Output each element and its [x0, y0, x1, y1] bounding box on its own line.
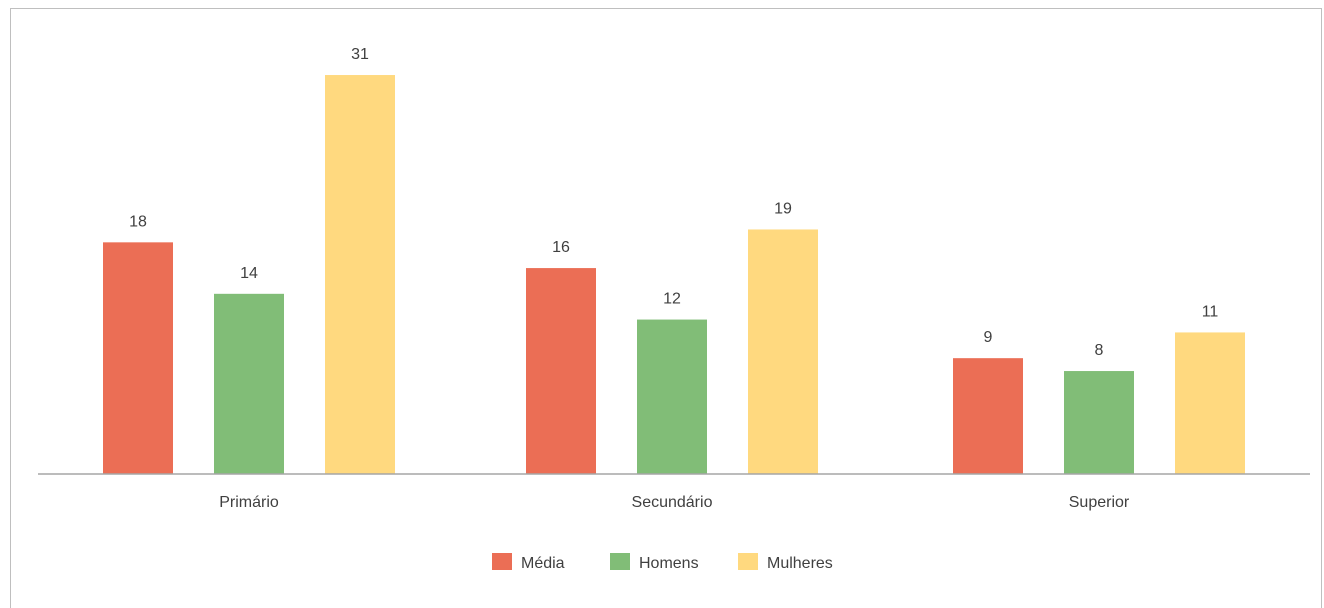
- legend-label-media: Média: [521, 555, 565, 572]
- bar-primario-homens: [214, 293, 284, 474]
- bar-secundario-homens: [637, 319, 707, 474]
- value-labels-layer: 18 14 31 16 12 19 9 8 11: [129, 46, 1218, 359]
- bar-chart: 18 14 31 16 12 19 9 8 11 Primário Secundário Super…: [38, 46, 1310, 572]
- value-label-secundario-mulheres: 19: [774, 200, 792, 217]
- legend-swatch-media: [492, 553, 512, 570]
- bar-secundario-mulheres: [748, 229, 818, 474]
- legend-label-mulheres: Mulheres: [767, 555, 833, 572]
- bar-primario-mulheres: [325, 75, 395, 474]
- bar-primario-media: [103, 242, 173, 474]
- category-label-primario: Primário: [219, 494, 279, 511]
- bar-secundario-media: [526, 268, 596, 474]
- bars-layer: [103, 75, 1245, 474]
- value-label-secundario-media: 16: [552, 239, 570, 256]
- value-label-primario-media: 18: [129, 213, 147, 230]
- bar-superior-media: [953, 358, 1023, 474]
- legend: Média Homens Mulheres: [492, 553, 833, 572]
- legend-swatch-mulheres: [738, 553, 758, 570]
- legend-swatch-homens: [610, 553, 630, 570]
- value-label-superior-mulheres: 11: [1202, 303, 1219, 320]
- bar-superior-homens: [1064, 371, 1134, 474]
- legend-label-homens: Homens: [639, 555, 699, 572]
- value-label-secundario-homens: 12: [663, 291, 681, 308]
- category-label-secundario: Secundário: [632, 494, 713, 511]
- value-label-superior-homens: 8: [1095, 342, 1104, 359]
- chart-frame: [10, 8, 1322, 608]
- value-label-superior-media: 9: [984, 329, 993, 346]
- value-label-primario-mulheres: 31: [351, 46, 369, 63]
- category-labels-layer: Primário Secundário Superior: [219, 494, 1130, 511]
- bar-superior-mulheres: [1175, 332, 1245, 474]
- category-label-superior: Superior: [1069, 494, 1130, 511]
- value-label-primario-homens: 14: [240, 265, 258, 282]
